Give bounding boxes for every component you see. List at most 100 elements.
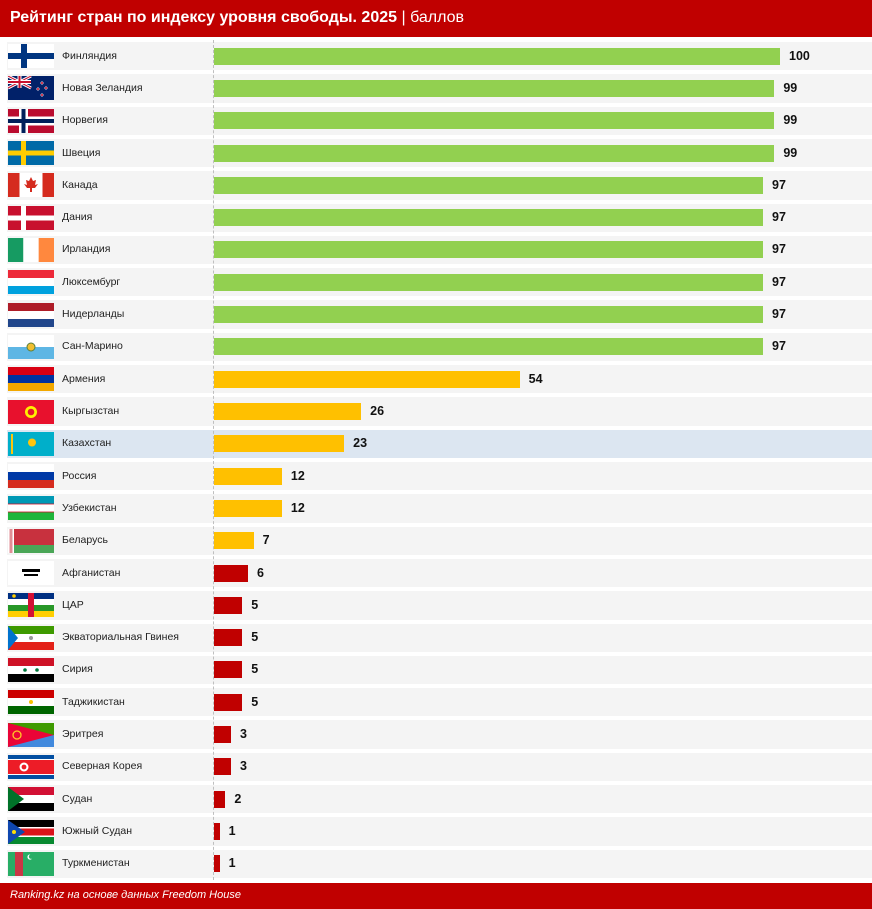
category-label: Северная Корея bbox=[62, 760, 143, 773]
data-label: 26 bbox=[370, 404, 385, 419]
category-label: Кыргызстан bbox=[62, 405, 120, 418]
flag-sudan-icon bbox=[8, 787, 54, 812]
source-note: Ranking.kz на основе данных Freedom Hous… bbox=[10, 889, 241, 901]
flag-eritrea-icon bbox=[8, 722, 54, 747]
flag-sweden-icon bbox=[8, 141, 54, 166]
row-background bbox=[7, 785, 872, 814]
category-label: Узбекистан bbox=[62, 501, 117, 514]
flag-san-marino-icon bbox=[8, 334, 54, 359]
chart-title: Рейтинг стран по индексу уровня свободы.… bbox=[10, 9, 464, 27]
data-label: 7 bbox=[262, 533, 270, 548]
flag-uzbekistan-icon bbox=[8, 496, 54, 521]
row-background bbox=[7, 849, 872, 878]
data-label: 99 bbox=[783, 145, 798, 160]
chart-row: Афганистан 6 bbox=[0, 557, 872, 589]
bar bbox=[214, 306, 764, 324]
category-label: Беларусь bbox=[62, 534, 108, 547]
flag-russia-icon bbox=[8, 464, 54, 489]
chart-row: Таджикистан 5 bbox=[0, 686, 872, 718]
row-background bbox=[7, 494, 872, 523]
row-background bbox=[7, 688, 872, 717]
category-label: Туркменистан bbox=[62, 857, 130, 870]
chart-row: ЦАР 5 bbox=[0, 589, 872, 621]
category-label: Канада bbox=[62, 178, 98, 191]
chart-row: Люксембург 97 bbox=[0, 266, 872, 298]
data-label: 3 bbox=[239, 759, 247, 774]
chart-row: Северная Корея 3 bbox=[0, 751, 872, 783]
row-background bbox=[7, 397, 872, 426]
chart-row: Южный Судан 1 bbox=[0, 815, 872, 847]
category-label: Сан-Марино bbox=[62, 340, 123, 353]
category-label: Судан bbox=[62, 792, 93, 805]
data-label: 99 bbox=[783, 80, 798, 95]
bar bbox=[214, 564, 248, 582]
bar bbox=[214, 241, 764, 259]
data-label: 5 bbox=[251, 630, 259, 645]
data-label: 97 bbox=[772, 177, 786, 192]
chart-rows: Финляндия 100 Новая Зеландия 99 Норвегия 99 Шв… bbox=[0, 40, 872, 880]
flag-netherlands-icon bbox=[8, 302, 54, 327]
bar bbox=[214, 370, 520, 388]
category-label: Нидерланды bbox=[62, 308, 125, 321]
flag-armenia-icon bbox=[8, 367, 54, 392]
row-background bbox=[7, 817, 872, 846]
chart-row: Дания 97 bbox=[0, 202, 872, 234]
flag-car-icon bbox=[8, 593, 54, 618]
bar bbox=[214, 144, 775, 162]
chart-row: Узбекистан 12 bbox=[0, 492, 872, 524]
row-background bbox=[7, 655, 872, 685]
data-label: 1 bbox=[228, 824, 236, 839]
title-unit: | баллов bbox=[401, 9, 465, 26]
bar bbox=[214, 176, 764, 194]
category-label: Россия bbox=[62, 469, 97, 482]
category-label: Афганистан bbox=[62, 566, 121, 579]
bar bbox=[214, 338, 764, 356]
chart-row: Армения 54 bbox=[0, 363, 872, 395]
flag-new-zealand-icon bbox=[8, 76, 54, 101]
chart-row: Швеция 99 bbox=[0, 137, 872, 169]
bar bbox=[214, 499, 282, 517]
chart-row: Судан 2 bbox=[0, 783, 872, 815]
chart-row: Сан-Марино 97 bbox=[0, 331, 872, 363]
row-background bbox=[7, 591, 872, 620]
chart-row: Экваториальная Гвинея 5 bbox=[0, 622, 872, 654]
bar bbox=[214, 758, 231, 776]
category-label: Армения bbox=[62, 372, 106, 385]
flag-syria-icon bbox=[8, 657, 54, 682]
bar bbox=[214, 790, 226, 808]
flag-south-sudan-icon bbox=[8, 819, 54, 844]
chart-row: Кыргызстан 26 bbox=[0, 395, 872, 427]
category-label: Сирия bbox=[62, 663, 93, 676]
row-background bbox=[7, 429, 872, 458]
chart-row: Нидерланды 97 bbox=[0, 298, 872, 330]
flag-canada-icon bbox=[8, 173, 54, 198]
bar bbox=[214, 467, 282, 485]
data-label: 97 bbox=[772, 339, 786, 354]
category-label: Норвегия bbox=[62, 114, 108, 127]
bar bbox=[214, 435, 345, 453]
bar bbox=[214, 47, 780, 65]
data-label: 5 bbox=[251, 694, 259, 709]
bar bbox=[214, 629, 243, 647]
category-label: Ирландия bbox=[62, 243, 111, 256]
category-label: Люксембург bbox=[62, 275, 121, 288]
flag-turkmenistan-icon bbox=[8, 851, 54, 876]
chart-row: Сирия 5 bbox=[0, 654, 872, 686]
category-label: Новая Зеландия bbox=[62, 81, 143, 94]
chart-row: Казахстан 23 bbox=[0, 428, 872, 460]
data-label: 23 bbox=[353, 436, 368, 451]
row-background bbox=[7, 623, 872, 652]
data-label: 12 bbox=[290, 468, 305, 483]
row-background bbox=[7, 558, 872, 588]
category-label: Южный Судан bbox=[62, 825, 133, 838]
bar bbox=[214, 79, 775, 97]
bar bbox=[214, 823, 220, 841]
data-label: 99 bbox=[783, 113, 798, 128]
data-label: 2 bbox=[234, 791, 242, 806]
data-label: 3 bbox=[239, 727, 247, 742]
flag-tajikistan-icon bbox=[8, 690, 54, 715]
chart-row: Новая Зеландия 99 bbox=[0, 72, 872, 104]
category-label: Финляндия bbox=[62, 49, 117, 62]
data-label: 5 bbox=[251, 662, 259, 677]
flag-north-korea-icon bbox=[8, 754, 54, 779]
